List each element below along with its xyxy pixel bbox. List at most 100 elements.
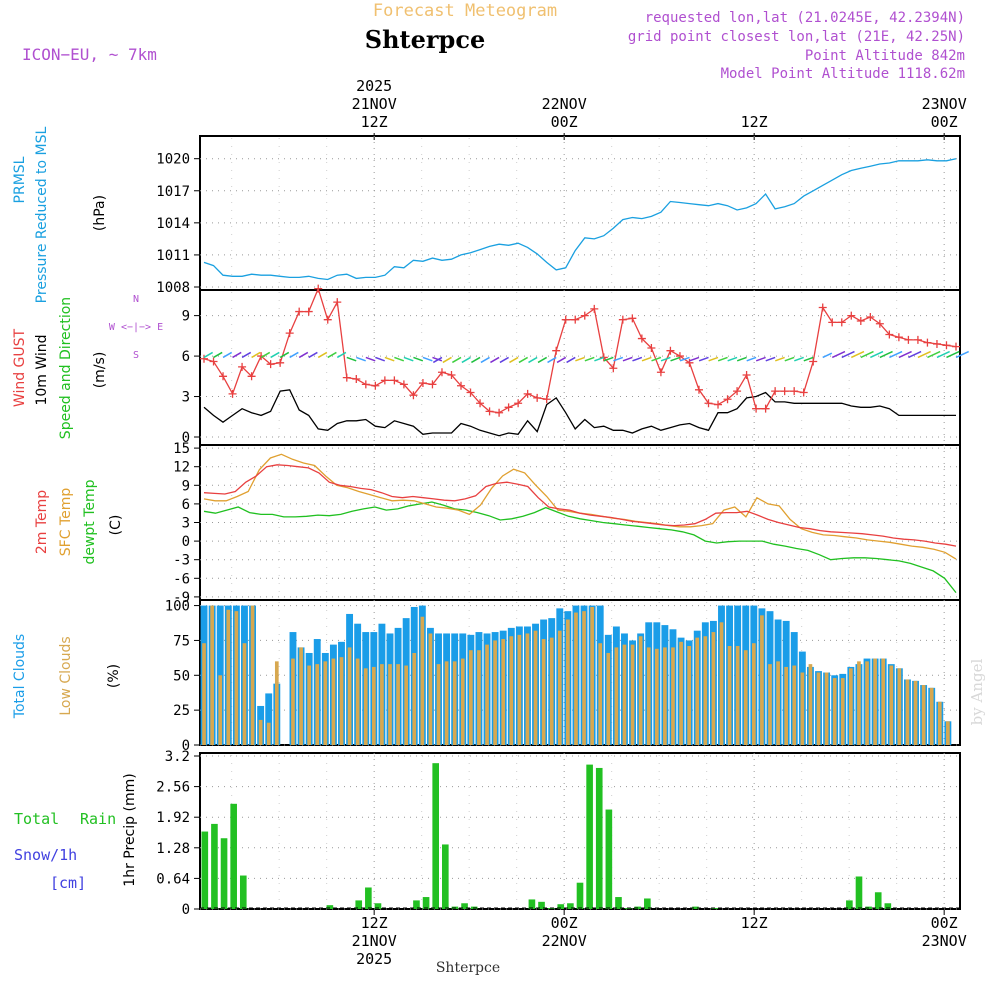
gust-line-marker xyxy=(457,381,466,390)
gust-line-marker xyxy=(514,399,523,408)
rain-bar xyxy=(220,838,228,909)
wind-arrow xyxy=(632,356,643,362)
gust-line-marker xyxy=(913,335,922,344)
lcc-bar xyxy=(566,619,570,745)
top-time-label: 23NOV xyxy=(922,95,967,113)
lcc-bar xyxy=(549,637,554,745)
rain-bar xyxy=(432,763,440,909)
gust-line-marker xyxy=(656,368,665,377)
chart-title: Forecast Meteogram xyxy=(373,1,557,21)
lcc-bar xyxy=(501,639,506,745)
gust-line-marker xyxy=(618,315,627,324)
gust-line-marker xyxy=(932,339,941,348)
lcc-bar xyxy=(606,652,611,745)
wind-arrow xyxy=(670,356,681,362)
wind-arrow xyxy=(241,351,252,359)
wind-arrow xyxy=(717,356,728,362)
top-time-label: 21NOV xyxy=(352,95,397,113)
wind-arrow xyxy=(213,351,223,359)
snow-label: Snow/1h xyxy=(14,846,77,864)
rain-bar xyxy=(586,764,593,909)
wind-arrow xyxy=(394,356,405,362)
lcc-bar xyxy=(638,636,643,745)
temperature-ytick-label: 0 xyxy=(182,534,190,550)
wind-arrow xyxy=(365,356,376,362)
wind-arrow xyxy=(490,356,500,364)
temp-unit: (C) xyxy=(108,515,124,536)
wind-ytick-label: 3 xyxy=(182,390,190,406)
gust-line-marker xyxy=(809,357,818,366)
gust-line-marker xyxy=(266,360,275,369)
gust-line-marker xyxy=(352,375,361,384)
lcc-bar xyxy=(727,646,732,745)
wind-arrow xyxy=(603,356,614,362)
lcc-bar xyxy=(913,680,918,745)
wind-arrow xyxy=(727,356,738,362)
rain-bar xyxy=(538,901,545,909)
lcc-bar xyxy=(881,658,886,745)
clouds-ytick-label: 25 xyxy=(173,703,190,719)
clouds-ytick-label: 100 xyxy=(165,599,190,615)
lcc-bar xyxy=(339,657,344,745)
rain-label: Rain xyxy=(80,810,116,828)
lcc-bar xyxy=(800,672,805,745)
lcc-bar xyxy=(719,622,724,745)
wind-arrow xyxy=(222,351,233,359)
wind-arrow xyxy=(908,350,922,359)
wind-arrow xyxy=(461,356,471,364)
wind-arrow xyxy=(841,350,855,359)
lcc-bar xyxy=(355,658,360,745)
wind-arrow xyxy=(613,356,624,362)
lcc-bar xyxy=(929,687,934,745)
rain-bar xyxy=(605,809,613,909)
gust-line-marker xyxy=(295,307,304,316)
wind-arrow xyxy=(528,356,538,364)
lcc-bar xyxy=(824,672,829,745)
bottom-time-label: 12Z xyxy=(361,914,388,932)
wind-arrow xyxy=(946,350,960,359)
wind-arrow xyxy=(679,356,690,362)
clouds-ytick-label: 50 xyxy=(173,668,190,684)
wind-arrow xyxy=(575,356,586,362)
wind-arrow xyxy=(755,356,766,362)
wind-arrow xyxy=(442,356,452,364)
lcc-bar xyxy=(857,661,861,745)
footer-location: Shterpce xyxy=(436,960,500,976)
lcc-bar xyxy=(404,665,409,745)
lcc-bar xyxy=(396,664,400,745)
bottom-time-label: 21NOV xyxy=(352,932,397,950)
requested-coords: requested lon,lat (21.0245E, 42.2394N) xyxy=(645,10,965,26)
gust-line-marker xyxy=(209,357,218,366)
lcc-bar xyxy=(671,647,675,745)
model-label: ICON−EU, ~ 7km xyxy=(22,45,157,64)
wind-arrow xyxy=(518,356,529,364)
dewpt-line xyxy=(203,501,957,594)
wind-arrow xyxy=(641,356,652,362)
wind-arrow xyxy=(955,350,970,359)
rain-bar xyxy=(201,831,209,909)
prmsl-panel: 1008 1011 1014 1017 1020 xyxy=(156,135,961,296)
rain-bar xyxy=(230,803,237,909)
wind-arrow xyxy=(708,356,719,362)
gust-line-marker xyxy=(790,387,799,396)
top-time-axis: 202521NOV12Z22NOV00Z12Z23NOV00Z12Z24NOV0… xyxy=(352,77,967,140)
cloud-labels: Total Clouds Low Clouds (%) by Angel xyxy=(12,634,986,726)
rain-bar xyxy=(711,908,718,909)
lcc-bar xyxy=(646,647,651,745)
wind-arrow xyxy=(927,350,941,359)
rain-bar xyxy=(846,900,853,909)
lcc-bar xyxy=(274,661,279,745)
clouds-frame xyxy=(199,599,961,746)
prmsl-labels: PRMSL Pressure Reduced to MSL (hPa) xyxy=(12,126,108,303)
wind-arrow xyxy=(850,350,865,359)
gust-line-marker xyxy=(580,311,589,320)
temp2m-label: 2m Temp xyxy=(34,490,50,554)
lcc-bar xyxy=(460,658,465,745)
wind-arrow xyxy=(356,356,366,362)
prmsl-ytick-label: 1017 xyxy=(156,184,190,200)
temperature-ytick-label: -3 xyxy=(173,553,190,569)
wind-arrow xyxy=(870,350,884,359)
wind-arrow xyxy=(879,350,893,359)
lcc-bar xyxy=(711,632,716,745)
lcc-bar xyxy=(202,643,206,745)
